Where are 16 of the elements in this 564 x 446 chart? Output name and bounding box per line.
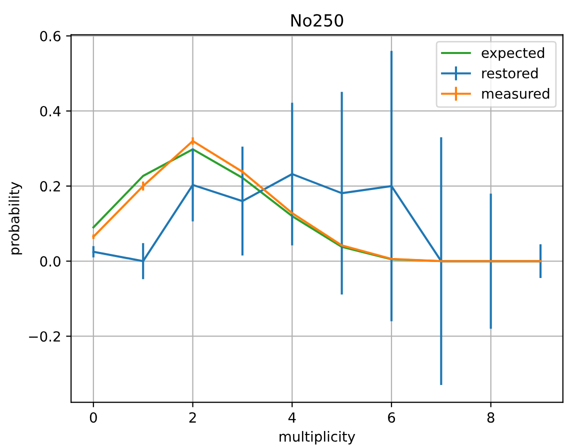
y-tick-label: 0.4 bbox=[40, 106, 61, 116]
y-tick-label: 0.2 bbox=[40, 181, 60, 192]
x-tick-label: 8 bbox=[487, 412, 494, 423]
x-tick-label: 6 bbox=[388, 412, 396, 423]
legend-label: measured bbox=[482, 88, 550, 99]
y-tick-label: 0.6 bbox=[40, 30, 60, 42]
y-tick-label: −0.2 bbox=[29, 331, 60, 342]
y-axis-title: probability bbox=[8, 182, 22, 254]
x-tick-label: 0 bbox=[90, 412, 97, 423]
legend-label: restored bbox=[482, 68, 538, 78]
x-tick-label: 2 bbox=[189, 412, 196, 423]
chart-title: No250 bbox=[291, 14, 344, 27]
x-axis-title: multiplicity bbox=[280, 431, 356, 444]
x-tick-label: 4 bbox=[288, 412, 296, 423]
y-tick-label: 0.0 bbox=[40, 256, 60, 267]
legend-label: expected bbox=[482, 47, 544, 61]
